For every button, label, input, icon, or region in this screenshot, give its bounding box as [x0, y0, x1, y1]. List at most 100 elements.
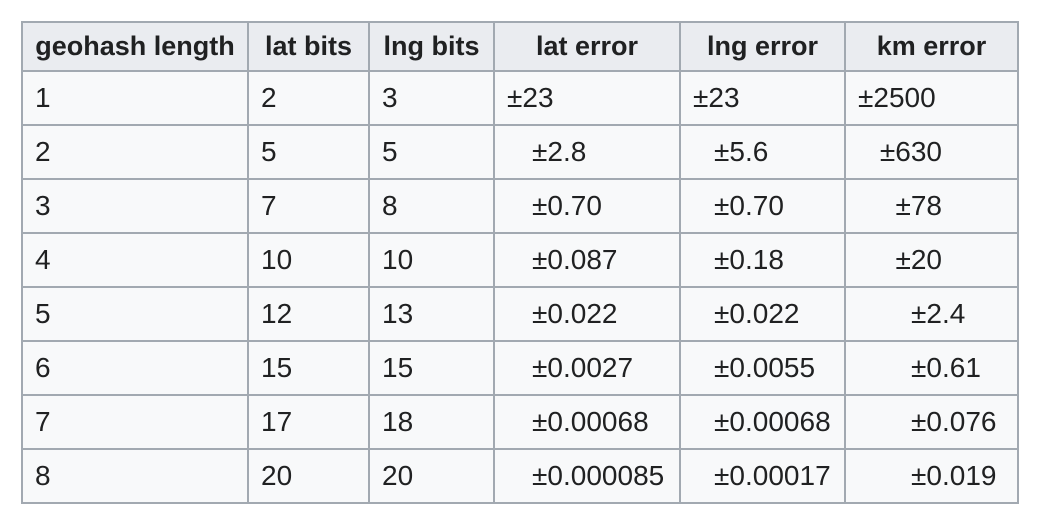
cell-lat-bits: 12 — [247, 286, 370, 342]
error-value-fraction-part: .022 — [563, 298, 618, 329]
column-header-lat-bits: lat bits — [247, 21, 370, 72]
error-value-fraction-part: .70 — [745, 190, 784, 221]
column-header-lat-error: lat error — [493, 21, 681, 72]
error-value-integer-part: ±0 — [714, 244, 745, 275]
cell-km-error: ±0.019 — [844, 448, 1019, 504]
error-value-fraction-part: .00068 — [745, 406, 831, 437]
error-value-integer-part: ±0 — [532, 460, 563, 491]
cell-lng-bits: 3 — [368, 70, 495, 126]
cell-lat-error: ±0.0027 — [493, 340, 681, 396]
error-value-integer-part: ±2 — [532, 136, 563, 167]
cell-km-error: ±0.076 — [844, 394, 1019, 450]
table-row: 1 2 3 ±23 ±23 ±2500 — [21, 70, 1019, 126]
cell-geohash-length: 2 — [21, 124, 249, 180]
error-value-fraction-part: .8 — [563, 136, 587, 167]
cell-km-error: ±630 — [844, 124, 1019, 180]
error-value-fraction-part: .18 — [745, 244, 784, 275]
table-row: 4 10 10 ±0.087 ±0.18 ±20 — [21, 232, 1019, 288]
error-value-integer-part: ±0 — [532, 244, 563, 275]
error-value-fraction-part: .087 — [563, 244, 618, 275]
error-value-integer-part: ±0 — [532, 298, 563, 329]
error-value-integer-part: ±0 — [532, 352, 563, 383]
cell-lat-bits: 15 — [247, 340, 370, 396]
cell-lng-bits: 13 — [368, 286, 495, 342]
cell-geohash-length: 4 — [21, 232, 249, 288]
column-header-lng-error: lng error — [679, 21, 846, 72]
table-row: 3 7 8 ±0.70 ±0.70 ±78 — [21, 178, 1019, 234]
cell-lng-error: ±0.022 — [679, 286, 846, 342]
cell-lng-error: ±5.6 — [679, 124, 846, 180]
cell-km-error: ±20 — [844, 232, 1019, 288]
cell-geohash-length: 5 — [21, 286, 249, 342]
error-value-integer-part: ±0 — [911, 352, 942, 383]
table-row: 2 5 5 ±2.8 ±5.6 ±630 — [21, 124, 1019, 180]
cell-lat-bits: 5 — [247, 124, 370, 180]
error-value-integer-part: ±78 — [895, 190, 942, 221]
error-value-fraction-part: .076 — [942, 406, 997, 437]
error-value-integer-part: ±0 — [714, 352, 745, 383]
cell-lat-bits: 17 — [247, 394, 370, 450]
cell-geohash-length: 6 — [21, 340, 249, 396]
error-value-fraction-part: .61 — [942, 352, 981, 383]
cell-lat-error: ±0.087 — [493, 232, 681, 288]
table-row: 5 12 13 ±0.022 ±0.022 ±2.4 — [21, 286, 1019, 342]
error-value-fraction-part: .0055 — [745, 352, 816, 383]
cell-lat-error: ±23 — [493, 70, 681, 126]
column-header-lng-bits: lng bits — [368, 21, 495, 72]
cell-lng-error: ±0.00017 — [679, 448, 846, 504]
column-header-km-error: km error — [844, 21, 1019, 72]
cell-lng-error: ±0.0055 — [679, 340, 846, 396]
table-row: 6 15 15 ±0.0027 ±0.0055 ±0.61 — [21, 340, 1019, 396]
error-value-fraction-part: .6 — [745, 136, 769, 167]
error-value-integer-part: ±0 — [714, 298, 745, 329]
cell-lng-error: ±23 — [679, 70, 846, 126]
cell-geohash-length: 1 — [21, 70, 249, 126]
error-value-integer-part: ±2 — [911, 298, 942, 329]
error-value-integer-part: ±630 — [879, 136, 942, 167]
cell-lat-error: ±0.00068 — [493, 394, 681, 450]
cell-lat-bits: 2 — [247, 70, 370, 126]
cell-lng-error: ±0.70 — [679, 178, 846, 234]
error-value-fraction-part: .00068 — [563, 406, 649, 437]
error-value-integer-part: ±0 — [714, 190, 745, 221]
error-value-integer-part: ±5 — [714, 136, 745, 167]
cell-lat-error: ±0.70 — [493, 178, 681, 234]
error-value-fraction-part: .019 — [942, 460, 997, 491]
cell-lng-bits: 20 — [368, 448, 495, 504]
error-value-integer-part: ±0 — [532, 406, 563, 437]
cell-km-error: ±2500 — [844, 70, 1019, 126]
table-row: 7 17 18 ±0.00068 ±0.00068 ±0.076 — [21, 394, 1019, 450]
cell-lng-bits: 10 — [368, 232, 495, 288]
error-value-integer-part: ±0 — [911, 406, 942, 437]
error-value-integer-part: ±0 — [714, 460, 745, 491]
cell-lat-error: ±2.8 — [493, 124, 681, 180]
error-value-integer-part: ±0 — [532, 190, 563, 221]
error-value-integer-part: ±20 — [895, 244, 942, 275]
geohash-precision-table: geohash length lat bits lng bits lat error l… — [21, 21, 1019, 504]
cell-km-error: ±78 — [844, 178, 1019, 234]
error-value-fraction-part: .000085 — [563, 460, 665, 491]
column-header-geohash-length: geohash length — [21, 21, 249, 72]
cell-lng-bits: 8 — [368, 178, 495, 234]
cell-lat-error: ±0.022 — [493, 286, 681, 342]
error-value-fraction-part: .70 — [563, 190, 602, 221]
cell-km-error: ±2.4 — [844, 286, 1019, 342]
cell-lat-error: ±0.000085 — [493, 448, 681, 504]
error-value-integer-part: ±0 — [714, 406, 745, 437]
cell-geohash-length: 3 — [21, 178, 249, 234]
cell-lng-error: ±0.18 — [679, 232, 846, 288]
cell-lat-bits: 7 — [247, 178, 370, 234]
error-value-fraction-part: .0027 — [563, 352, 634, 383]
cell-lat-bits: 10 — [247, 232, 370, 288]
error-value-fraction-part: .022 — [745, 298, 800, 329]
cell-lng-error: ±0.00068 — [679, 394, 846, 450]
cell-lng-bits: 5 — [368, 124, 495, 180]
table-row: 8 20 20 ±0.000085 ±0.00017 ±0.019 — [21, 448, 1019, 504]
error-value-fraction-part: .4 — [942, 298, 966, 329]
cell-km-error: ±0.61 — [844, 340, 1019, 396]
cell-lat-bits: 20 — [247, 448, 370, 504]
cell-lng-bits: 15 — [368, 340, 495, 396]
error-value-integer-part: ±0 — [911, 460, 942, 491]
error-value-fraction-part: .00017 — [745, 460, 831, 491]
